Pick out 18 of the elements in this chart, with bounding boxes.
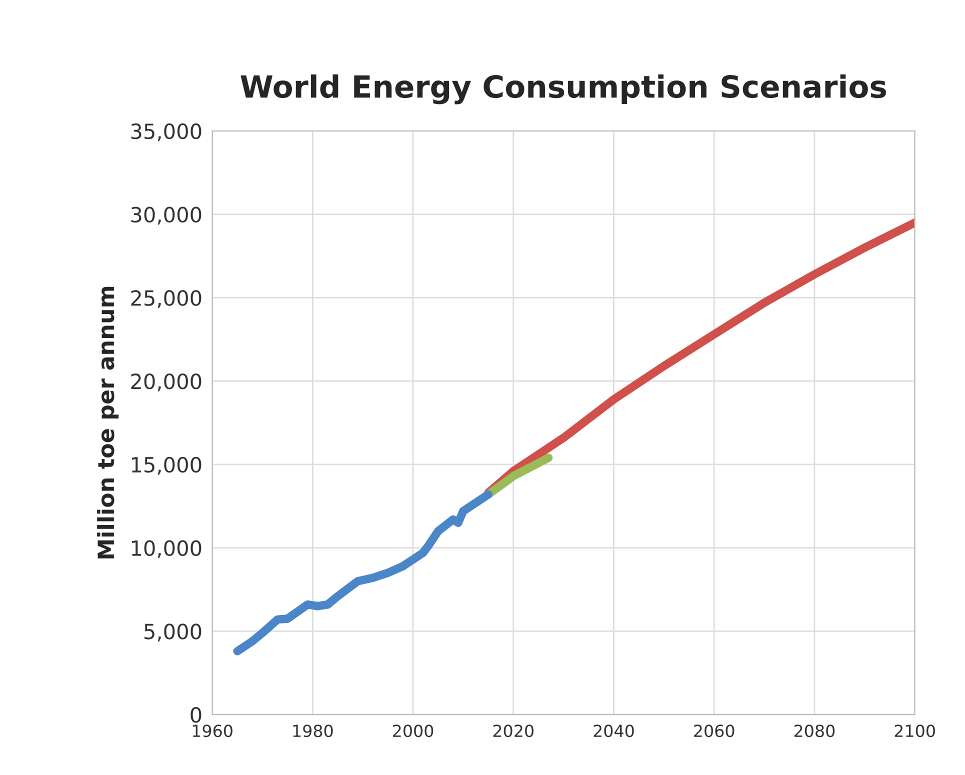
x-tick-label: 2040	[594, 724, 634, 738]
x-tick-label: 2100	[894, 724, 935, 738]
y-tick-label: 35,000	[131, 123, 202, 142]
y-tick-label: 20,000	[131, 374, 202, 392]
x-tick-label: 2000	[393, 724, 434, 738]
y-tick-label: 5,000	[144, 624, 202, 642]
y-tick-label: 25,000	[131, 290, 202, 308]
y-tick-label: 10,000	[132, 540, 202, 558]
x-tick-label: 2060	[694, 724, 734, 738]
x-tick-label: 1980	[293, 724, 333, 738]
y-tick-label: 15,000	[132, 456, 202, 475]
x-tick-label: 1960	[192, 724, 232, 738]
x-tick-label: 2080	[794, 724, 835, 738]
chart-title: World Energy Consumption Scenarios	[240, 74, 886, 104]
y-tick-label: 30,000	[131, 206, 202, 225]
y-axis-title: Million toe per annum	[97, 286, 119, 558]
y-tick-label: 0	[190, 707, 202, 723]
x-tick-label: 2020	[493, 724, 534, 738]
